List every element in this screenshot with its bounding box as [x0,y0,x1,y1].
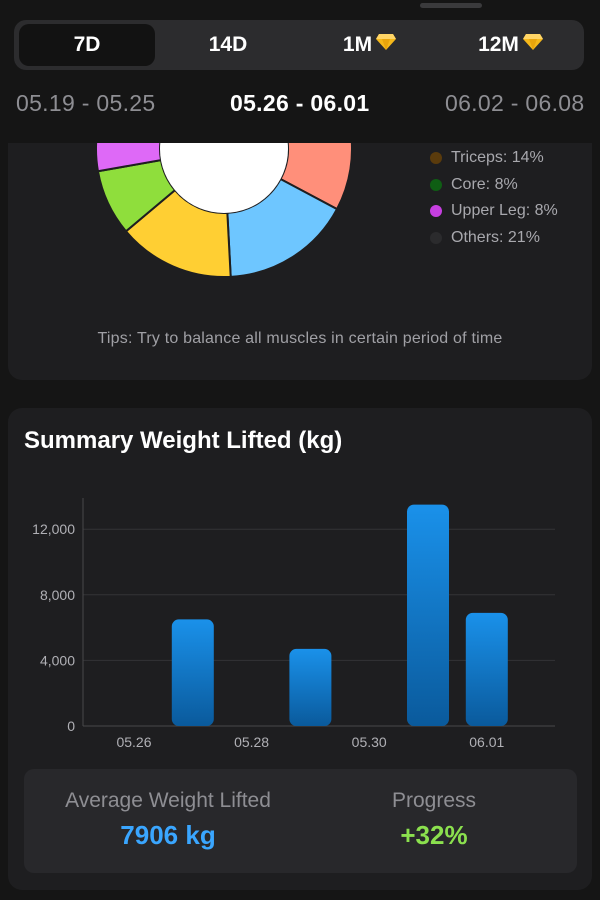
tab-7d[interactable]: 7D [19,24,155,66]
tab-12m-label: 12M [478,33,519,56]
legend-dot [430,152,442,165]
legend-item: Upper Leg: 8% [430,198,558,225]
legend-label: Upper Leg: 8% [451,202,558,220]
weight-stats-panel [24,769,577,873]
weight-bar-chart: 0 4,000 8,000 12,000 05.26 05.28 05.30 06.01 [32,498,555,750]
muscle-donut-chart [95,143,353,278]
x-tick-labels: 05.26 05.28 05.30 06.01 [116,734,504,750]
y-tick-label: 12,000 [32,521,75,537]
tab-14d-label: 14D [208,33,248,56]
date-range-next[interactable]: 06.02 - 06.08 [445,90,585,116]
x-tick-label: 05.28 [234,734,269,750]
tab-14d[interactable]: 14D [160,24,296,66]
progress-value: +32% [400,820,468,850]
legend-label: Core: 8% [451,175,518,193]
legend-dot [430,231,442,244]
y-tick-labels: 0 4,000 8,000 12,000 [32,521,75,734]
diamond-premium-icon [522,33,544,57]
date-range-current[interactable]: 05.26 - 06.01 [230,90,370,116]
legend-item: Triceps: 14% [430,145,558,172]
tab-7d-label: 7D [73,33,101,56]
average-weight-label: Average Weight Lifted [65,789,271,812]
y-tick-label: 8,000 [40,587,75,603]
diamond-premium-icon [375,33,397,57]
legend-item: Core: 8% [430,172,558,199]
date-range-selector: 05.19 - 05.25 05.26 - 06.01 06.02 - 06.0… [0,90,600,120]
muscle-distribution-card [8,143,592,380]
period-segmented-control: 7D 14D 1M 12M [14,20,584,70]
x-tick-label: 05.26 [116,734,151,750]
average-weight-value: 7906 kg [120,820,216,850]
progress-label: Progress [391,789,477,812]
legend-label: Triceps: 14% [451,149,544,167]
x-tick-label: 05.30 [352,734,387,750]
y-tick-label: 4,000 [40,652,75,668]
bar-05.29[interactable] [289,648,332,726]
bar-06.01[interactable] [465,612,508,726]
tab-1m-label: 1M [342,33,373,56]
legend-item: Others: 21% [430,225,558,252]
chart-bars [171,504,508,726]
bar-05.31[interactable] [407,504,449,726]
legend-dot [430,205,442,218]
y-tick-label: 0 [67,718,75,734]
sheet-grabber[interactable] [420,3,482,8]
date-range-previous[interactable]: 05.19 - 05.25 [16,90,156,116]
balance-tips-text: Tips: Try to balance all muscles in cert… [97,330,503,347]
muscle-legend: Triceps: 14% Core: 8% Upper Leg: 8% Othe… [430,145,558,251]
x-tick-label: 06.01 [469,734,504,750]
donut-hole [160,143,288,213]
legend-dot [430,178,442,191]
weight-summary-title: Summary Weight Lifted (kg) [24,427,343,454]
bar-05.27[interactable] [171,619,214,726]
legend-label: Others: 21% [451,228,540,246]
tab-12m[interactable]: 12M [443,24,579,66]
tab-1m[interactable]: 1M [302,24,438,66]
